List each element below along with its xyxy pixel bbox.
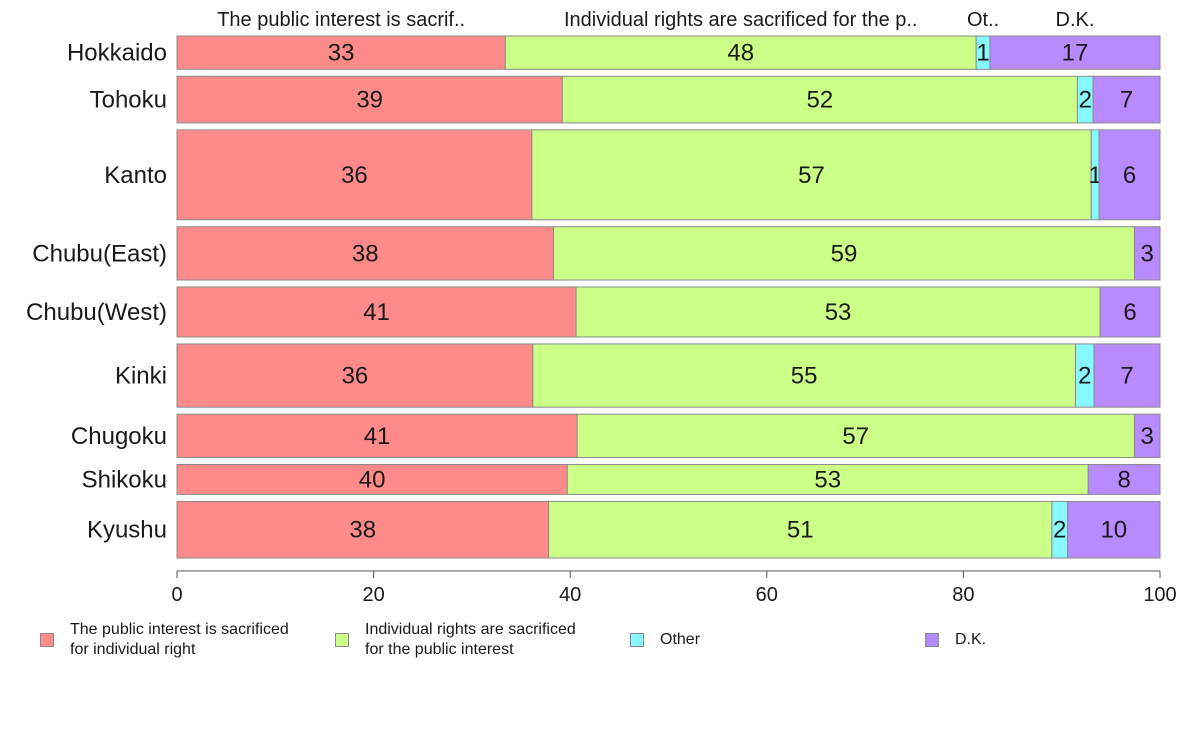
bar-kinki-series-1: [532, 343, 1076, 408]
data-label-tohoku-series-0: 39: [356, 87, 383, 114]
category-label-kanto: Kanto: [104, 162, 167, 189]
category-label-tohoku: Tohoku: [90, 87, 167, 114]
bar-hokkaido-series-1: [504, 35, 977, 70]
category-label-shikoku: Shikoku: [82, 466, 167, 493]
bar-chugoku-series-0: [176, 413, 578, 458]
bar-kanto-series-0: [176, 129, 533, 221]
bar-chubu-west-series-3: [1099, 286, 1161, 338]
legend-item-3: D.K.: [925, 620, 986, 650]
data-label-chubu-west-series-0: 41: [363, 299, 390, 326]
data-label-chugoku-series-0: 41: [364, 423, 391, 450]
bar-chubu-west-series-1: [575, 286, 1101, 338]
category-label-kyushu: Kyushu: [87, 517, 167, 544]
chart-legend: The public interest is sacrificed for in…: [0, 620, 1188, 670]
bar-kanto-series-1: [531, 129, 1092, 221]
bar-kinki-series-0: [176, 343, 534, 408]
bar-hokkaido-series-3: [989, 35, 1161, 70]
legend-swatch-1: [335, 633, 349, 647]
data-label-chubu-east-series-1: 59: [831, 240, 858, 267]
data-label-hokkaido-series-1: 48: [727, 40, 754, 67]
data-label-kinki-series-1: 55: [791, 363, 818, 390]
legend-item-2: Other: [630, 620, 700, 650]
x-tick-label-0: 0: [171, 584, 182, 606]
series-header-2: Ot..: [967, 9, 999, 31]
data-label-chubu-west-series-3: 6: [1123, 299, 1136, 326]
data-label-hokkaido-series-0: 33: [328, 40, 355, 67]
data-label-shikoku-series-0: 40: [359, 466, 386, 493]
x-tick-label-100: 100: [1143, 584, 1176, 606]
category-label-chubu-east: Chubu(East): [32, 240, 167, 267]
data-label-kinki-series-3: 7: [1120, 363, 1133, 390]
bar-shikoku-series-1: [566, 463, 1089, 495]
legend-item-0: The public interest is sacrificed for in…: [40, 620, 289, 660]
data-label-kyushu-series-2: 2: [1053, 517, 1066, 544]
bar-shikoku-series-0: [176, 463, 568, 495]
data-label-chubu-east-series-3: 3: [1141, 240, 1154, 267]
bar-chugoku-series-3: [1133, 413, 1161, 458]
data-label-chubu-west-series-1: 53: [825, 299, 852, 326]
legend-swatch-2: [630, 633, 644, 647]
bar-hokkaido-series-0: [176, 35, 506, 70]
bar-chugoku-series-1: [576, 413, 1135, 458]
category-label-chubu-west: Chubu(West): [26, 299, 167, 326]
legend-item-1: Individual rights are sacrificed for the…: [335, 620, 576, 660]
data-label-kinki-series-2: 2: [1078, 363, 1091, 390]
data-label-chugoku-series-1: 57: [842, 423, 869, 450]
data-label-shikoku-series-3: 8: [1117, 466, 1130, 493]
bar-chubu-east-series-0: [176, 226, 554, 281]
data-label-kyushu-series-0: 38: [349, 517, 376, 544]
bar-kyushu-series-3: [1067, 500, 1161, 559]
data-label-tohoku-series-2: 2: [1079, 87, 1092, 114]
legend-label-1: Individual rights are sacrificed for the…: [365, 621, 576, 658]
bar-kinki-series-3: [1093, 343, 1161, 408]
series-header-3: D.K.: [1056, 9, 1095, 31]
x-tick-label-80: 80: [952, 584, 974, 606]
data-label-kanto-series-2: 1: [1088, 162, 1101, 189]
data-label-shikoku-series-1: 53: [814, 466, 841, 493]
x-tick-label-20: 20: [362, 584, 384, 606]
legend-label-0: The public interest is sacrificed for in…: [70, 621, 289, 658]
bar-tohoku-series-0: [176, 75, 563, 124]
data-label-kinki-series-0: 36: [342, 363, 369, 390]
data-label-chugoku-series-3: 3: [1141, 423, 1154, 450]
stacked-bar-chart: The public interest is sacrif.. Individua…: [26, 9, 1177, 606]
data-label-kyushu-series-1: 51: [787, 517, 814, 544]
x-tick-label-40: 40: [559, 584, 581, 606]
data-label-kanto-series-0: 36: [341, 162, 368, 189]
legend-label-3: D.K.: [955, 631, 987, 648]
data-label-hokkaido-series-2: 1: [976, 40, 989, 67]
data-label-kanto-series-1: 57: [798, 162, 825, 189]
legend-label-2: Other: [660, 631, 701, 648]
category-label-kinki: Kinki: [115, 363, 167, 390]
category-label-chugoku: Chugoku: [71, 423, 167, 450]
bar-kanto-series-3: [1098, 129, 1161, 221]
data-label-chubu-east-series-0: 38: [352, 240, 379, 267]
series-header-0: The public interest is sacrif..: [217, 9, 465, 31]
bar-tohoku-series-3: [1092, 75, 1161, 124]
bar-chubu-east-series-3: [1133, 226, 1161, 281]
legend-swatch-3: [925, 633, 939, 647]
bar-shikoku-series-3: [1087, 463, 1161, 495]
bar-chubu-west-series-0: [176, 286, 577, 338]
data-label-tohoku-series-1: 52: [807, 87, 834, 114]
data-label-kanto-series-3: 6: [1123, 162, 1136, 189]
series-header-1: Individual rights are sacrificed for the…: [564, 9, 918, 31]
bar-tohoku-series-1: [561, 75, 1078, 124]
data-label-hokkaido-series-3: 17: [1062, 40, 1089, 67]
data-label-kyushu-series-3: 10: [1100, 517, 1127, 544]
bar-kyushu-series-1: [548, 500, 1053, 559]
legend-swatch-0: [40, 633, 54, 647]
x-tick-label-60: 60: [756, 584, 778, 606]
category-label-hokkaido: Hokkaido: [67, 40, 167, 67]
bar-kyushu-series-0: [176, 500, 550, 559]
data-label-tohoku-series-3: 7: [1120, 87, 1133, 114]
